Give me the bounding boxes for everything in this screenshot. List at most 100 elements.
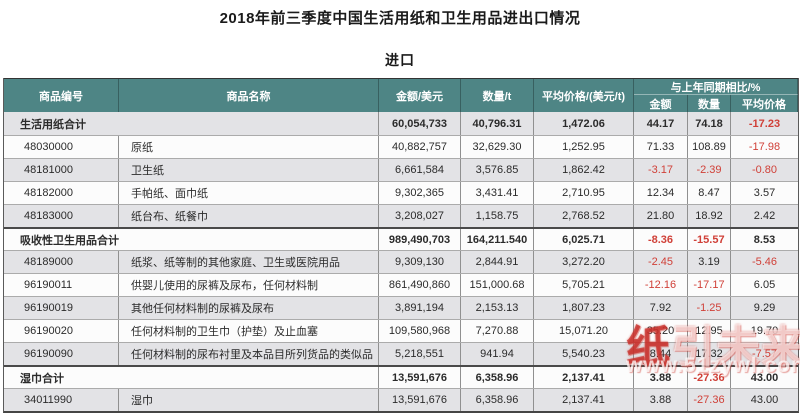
cell-yoy-quantity: 74.18 [688,112,731,135]
cell-yoy-quantity: 8.47 [688,182,731,204]
table-row: 48182000 手帕纸、面巾纸 9,302,365 3,431.41 2,710.95… [4,181,798,204]
cell-amount: 13,591,676 [379,367,461,388]
cell-avg-price: 2,137.41 [534,367,634,388]
cell-yoy-quantity: -27.36 [688,367,731,388]
cell-avg-price: 2,768.52 [534,205,634,227]
cell-yoy-amount: -8.36 [634,229,688,250]
summary-row: 吸收性卫生用品合计 989,490,703 164,211.540 6,025.71-… [4,227,798,250]
cell-amount: 861,490,860 [379,274,461,296]
table-row: 96190019 其他任何材料制的尿裤及尿布 3,891,194 2,153.13 1,… [4,296,798,319]
cell-yoy-amount: 35.20 [634,320,688,342]
cell-product-code: 48183000 [4,205,119,227]
cell-amount: 989,490,703 [379,229,461,250]
cell-amount: 60,054,733 [379,112,461,135]
header-yoy-group: 与上年同期相比/% [634,79,798,95]
cell-yoy-amount: 21.80 [634,205,688,227]
cell-quantity: 6,358.96 [461,389,534,411]
header-yoy-quantity: 数量 [688,95,731,112]
cell-yoy-amount: 71.33 [634,136,688,158]
cell-avg-price: 1,807.23 [534,297,634,319]
cell-yoy-quantity: -17.17 [688,274,731,296]
cell-product-code: 96190020 [4,320,119,342]
cell-amount: 9,309,130 [379,251,461,273]
cell-amount: 5,218,551 [379,343,461,365]
cell-product-name: 原纸 [119,136,379,158]
cell-product-code: 48030000 [4,136,119,158]
cell-quantity: 164,211.540 [461,229,534,250]
cell-avg-price: 15,071.20 [534,320,634,342]
cell-amount: 13,591,676 [379,389,461,411]
table-row: 96190090 任何材料制的尿布衬里及本品目所列货品的类似品 5,218,551 9… [4,342,798,365]
cell-yoy-avg-price: -0.80 [751,164,778,176]
cell-yoy-amount: -12.16 [634,274,688,296]
cell-category-total: 吸收性卫生用品合计 [4,229,379,250]
cell-quantity: 151,000.68 [461,274,534,296]
cell-yoy-avg-price: 2.42 [753,210,776,222]
cell-product-code: 48182000 [4,182,119,204]
cell-yoy-avg-price: -5.46 [751,256,778,268]
cell-yoy-quantity: -15.57 [688,229,731,250]
cell-yoy-avg-price: 43.00 [750,394,779,406]
cell-yoy-amount: -2.45 [634,251,688,273]
cell-product-code: 96190019 [4,297,119,319]
cell-amount: 9,302,365 [379,182,461,204]
table-row: 96190011 供婴儿使用的尿裤及尿布，任何材料制 861,490,860 151,… [4,273,798,296]
cell-yoy-avg-price: 6.05 [753,279,776,291]
cell-avg-price: 2,137.41 [534,389,634,411]
cell-yoy-avg-price: -7.57 [751,348,778,360]
cell-yoy-amount: 12.34 [634,182,688,204]
cell-yoy-amount: 3.88 [634,367,688,388]
cell-quantity: 6,358.96 [461,367,534,388]
cell-yoy-amount: -3.17 [634,159,688,181]
cell-yoy-quantity: 12.95 [688,320,731,342]
cell-product-name: 湿巾 [119,389,379,411]
cell-yoy-quantity: 3.19 [688,251,731,273]
cell-product-name: 纸浆、纸等制的其他家庭、卫生或医院用品 [119,251,379,273]
cell-product-code: 48189000 [4,251,119,273]
cell-avg-price: 5,540.23 [534,343,634,365]
cell-avg-price: 1,862.42 [534,159,634,181]
cell-yoy-quantity: 17.32 [688,343,731,365]
cell-avg-price: 2,710.95 [534,182,634,204]
header-product-name: 商品名称 [119,79,379,112]
cell-yoy-quantity: -1.25 [688,297,731,319]
cell-product-name: 任何材料制的卫生巾（护垫）及止血塞 [119,320,379,342]
cell-amount: 3,208,027 [379,205,461,227]
page-title: 2018年前三季度中国生活用纸和卫生用品进出口情况 [219,10,581,27]
table-row: 34011990 湿巾 13,591,676 6,358.96 2,137.41 3.88… [4,388,798,411]
cell-quantity: 40,796.31 [461,112,534,135]
header-quantity-t: 数量/t [461,79,534,112]
header-yoy-avg-price: 平均价格 [731,95,798,112]
header-avg-price: 平均价格/(美元/t) [534,79,634,112]
header-amount-usd: 金额/美元 [379,79,461,112]
cell-yoy-avg-price: 43.00 [750,371,779,384]
cell-yoy-quantity: 108.89 [688,136,731,158]
table-row: 48181000 卫生纸 6,661,584 3,576.85 1,862.42 -3.1… [4,158,798,181]
import-table: 商品编号 商品名称 金额/美元 数量/t 平均价格/(美元/t) 与上年同期相比… [3,78,799,413]
cell-yoy-amount: 7.92 [634,297,688,319]
cell-yoy-quantity: 18.92 [688,205,731,227]
cell-yoy-amount: 8.44 [634,343,688,365]
summary-row: 生活用纸合计 60,054,733 40,796.31 1,472.06 44.17 74… [4,112,798,135]
cell-product-code: 96190011 [4,274,119,296]
header-product-code: 商品编号 [4,79,119,112]
cell-avg-price: 3,272.20 [534,251,634,273]
cell-quantity: 1,158.75 [461,205,534,227]
cell-amount: 3,891,194 [379,297,461,319]
cell-yoy-avg-price: -17.23 [748,117,781,130]
cell-quantity: 32,629.30 [461,136,534,158]
cell-quantity: 7,270.88 [461,320,534,342]
cell-product-code: 34011990 [4,389,119,411]
table-header: 商品编号 商品名称 金额/美元 数量/t 平均价格/(美元/t) 与上年同期相比… [4,78,798,112]
cell-quantity: 3,431.41 [461,182,534,204]
cell-yoy-avg-price: 19.70 [750,325,779,337]
table-row: 48183000 纸台布、纸餐巾 3,208,027 1,158.75 2,768.52… [4,204,798,227]
header-yoy-amount: 金额 [634,95,688,112]
cell-avg-price: 1,472.06 [534,112,634,135]
section-title-import: 进口 [385,52,415,68]
cell-category-total: 生活用纸合计 [4,112,379,135]
cell-product-name: 其他任何材料制的尿裤及尿布 [119,297,379,319]
cell-yoy-quantity: -27.36 [688,389,731,411]
cell-product-name: 任何材料制的尿布衬里及本品目所列货品的类似品 [119,343,379,365]
cell-yoy-avg-price: 3.57 [753,187,776,199]
